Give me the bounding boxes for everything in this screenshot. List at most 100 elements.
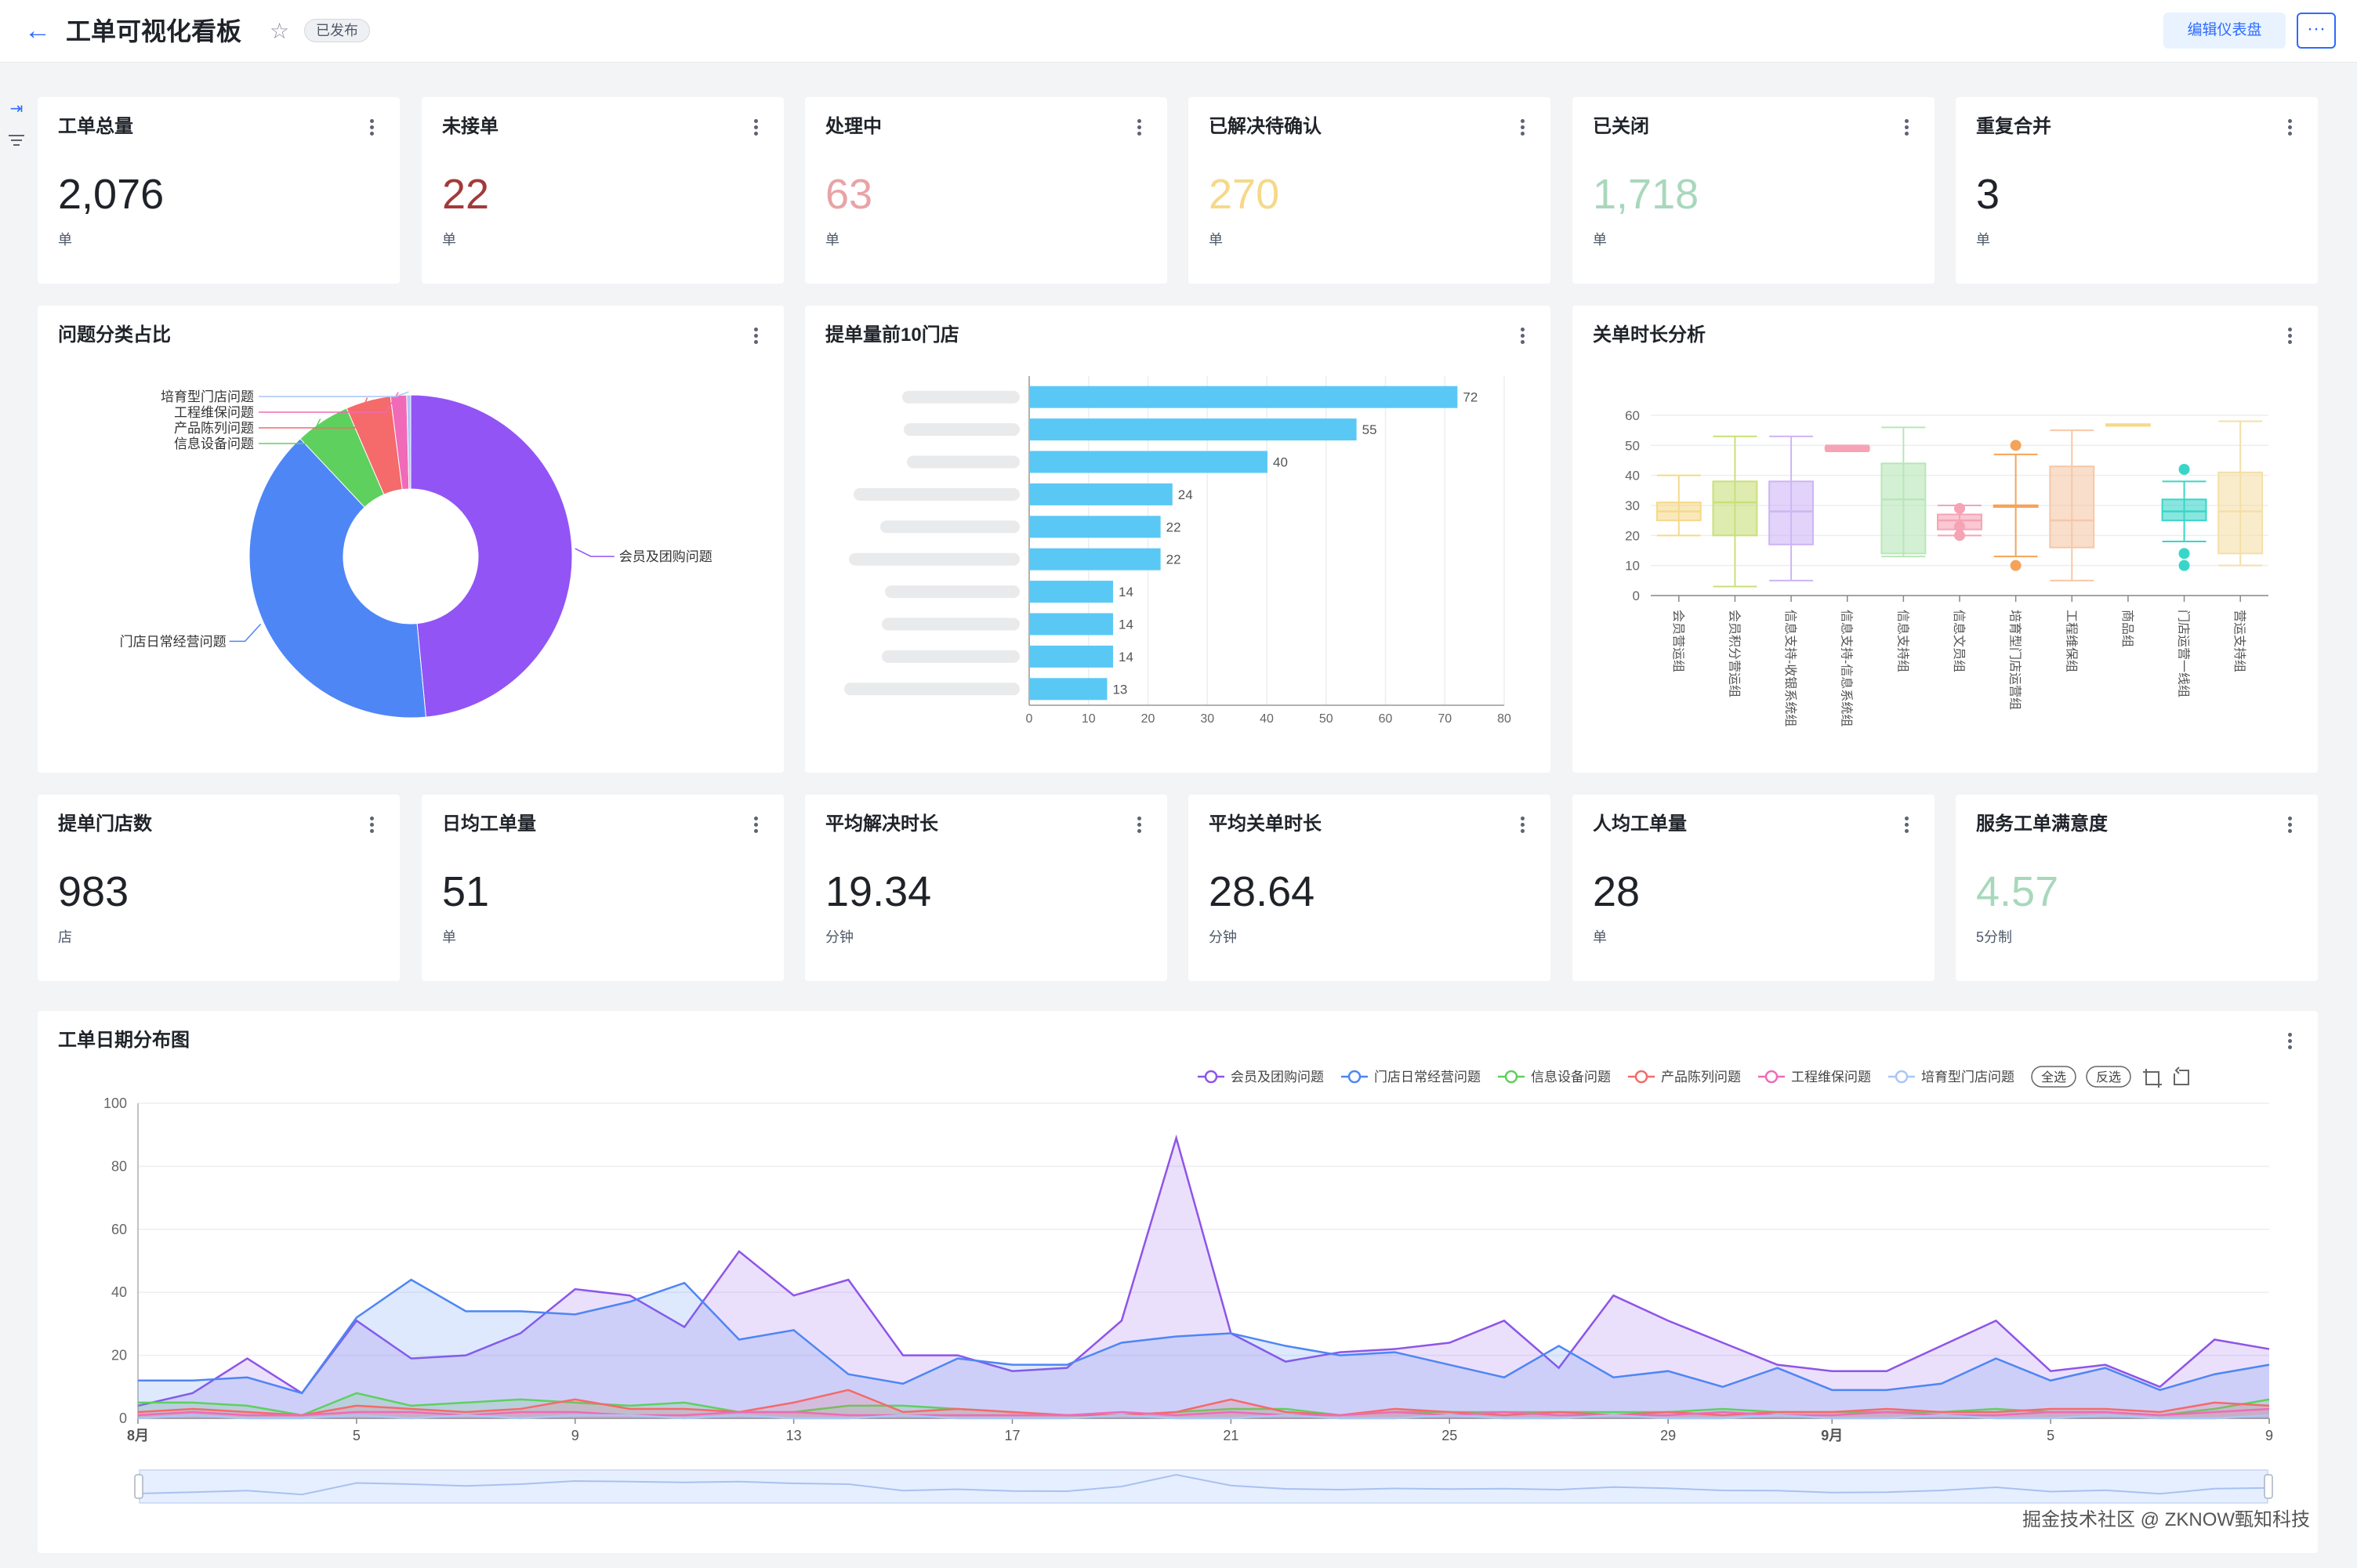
bar-x-tick: 0 (1026, 712, 1033, 726)
card-menu-icon[interactable] (2283, 815, 2296, 835)
bar-value-label: 14 (1119, 617, 1133, 632)
pie-label: 产品陈列问题 (174, 421, 254, 436)
kpi-title: 已关闭 (1593, 116, 1649, 137)
zoom-icon[interactable] (2143, 1069, 2162, 1088)
pie-label-line (259, 392, 399, 413)
restore-icon[interactable] (2174, 1066, 2189, 1085)
line-x-tick: 5 (353, 1428, 361, 1443)
card-menu-icon[interactable] (365, 815, 378, 835)
bar-category-blurred (882, 617, 1020, 631)
bar-x-tick: 60 (1379, 712, 1393, 726)
card-menu-icon[interactable] (1516, 815, 1528, 835)
bar (1030, 581, 1114, 603)
watermark: 掘金技术社区 @ ZKNOW甄知科技 (2022, 1509, 2311, 1530)
pie-label: 信息设备问题 (174, 436, 254, 451)
card-menu-icon[interactable] (749, 326, 762, 346)
box-y-tick: 10 (1625, 559, 1640, 574)
line-y-tick: 20 (111, 1348, 127, 1363)
kpi-title: 提单门店数 (58, 813, 152, 835)
invert-selection-button[interactable] (2086, 1066, 2131, 1088)
box-y-tick: 50 (1625, 438, 1640, 453)
zoom-handle-right[interactable] (2264, 1474, 2273, 1499)
box-x-tick: 会员积分营运组 (1727, 610, 1741, 697)
select-all-button[interactable] (2031, 1066, 2076, 1088)
bar-category-blurred (907, 455, 1020, 469)
card-menu-icon[interactable] (1900, 815, 1913, 835)
edit-dashboard-button[interactable]: 编辑仪表盘 (2163, 13, 2286, 49)
kpi-card-unaccepted: 未接单 22 单 (422, 97, 784, 284)
card-menu-icon[interactable] (749, 815, 762, 835)
zoom-handle-left[interactable] (134, 1474, 143, 1499)
kpi-card-merged: 重复合并 3 单 (1956, 97, 2318, 284)
kpi-unit: 单 (1593, 232, 1607, 248)
bar-chart: 0 10 20 30 40 50 60 70 80 72 55 40 24 22 22 14 14 14 13 (844, 376, 1511, 726)
card-menu-icon[interactable] (2283, 1031, 2296, 1052)
bar-category-blurred (844, 683, 1020, 696)
box-y-tick: 0 (1633, 588, 1640, 603)
bar (1030, 516, 1161, 538)
card-menu-icon[interactable] (2283, 326, 2296, 346)
kpi-unit: 单 (1209, 232, 1223, 248)
card-menu-icon[interactable] (365, 118, 378, 138)
kpi-value: 983 (58, 868, 129, 915)
bar-category-blurred (882, 650, 1020, 663)
page-title: 工单可视化看板 (66, 17, 242, 45)
bar (1030, 548, 1161, 570)
bar-value-label: 22 (1166, 520, 1181, 534)
legend-item[interactable]: 工程维保问题 (1791, 1070, 1871, 1085)
box-y-tick: 20 (1625, 528, 1640, 543)
card-menu-icon[interactable] (749, 118, 762, 138)
line-chart-card: 工单日期分布图 0 20 40 60 80 100 8月 5 9 13 17 21 25 29 9月 5 9 会员… (38, 1011, 2318, 1553)
line-x-tick: 13 (786, 1428, 802, 1443)
card-menu-icon[interactable] (1900, 118, 1913, 138)
bar-chart-card: 提单量前10门店 0 10 20 30 40 50 60 70 80 72 55 40 24 22 22 14… (805, 306, 1550, 773)
box-outlier (2178, 464, 2190, 475)
card-menu-icon[interactable] (1516, 326, 1528, 346)
pie-label: 门店日常经营问题 (120, 634, 227, 649)
bar-category-blurred (904, 423, 1020, 436)
bar-category-blurred (880, 520, 1020, 534)
legend-item[interactable]: 培育型门店问题 (1921, 1070, 2014, 1085)
box-x-tick: 信息文员组 (1952, 610, 1966, 672)
card-menu-icon[interactable] (1133, 815, 1145, 835)
box-body (2049, 465, 2095, 549)
kpi-unit: 单 (1976, 232, 1990, 248)
legend-marker (1204, 1070, 1218, 1084)
box-outlier (2010, 559, 2022, 571)
box-body (2161, 498, 2207, 522)
card-menu-icon[interactable] (2283, 118, 2296, 138)
line-x-tick: 17 (1004, 1428, 1020, 1443)
favorite-star-icon[interactable]: ☆ (270, 19, 290, 43)
bar (1030, 386, 1458, 408)
box-outlier (2178, 559, 2190, 571)
area-fill (138, 1280, 2269, 1418)
box-body (2217, 471, 2264, 555)
filter-icon[interactable] (6, 130, 27, 150)
pie-label: 培育型门店问题 (161, 389, 254, 404)
line-y-tick: 60 (111, 1222, 127, 1237)
legend-item[interactable]: 门店日常经营问题 (1374, 1070, 1481, 1085)
kpi-title: 日均工单量 (442, 813, 536, 835)
series-line (137, 1407, 2270, 1417)
legend-item[interactable]: 信息设备问题 (1531, 1070, 1611, 1085)
legend-item[interactable]: 产品陈列问题 (1661, 1070, 1741, 1085)
card-menu-icon[interactable] (1133, 118, 1145, 138)
back-arrow-icon[interactable]: ← (24, 16, 51, 45)
bar-value-label: 14 (1119, 650, 1133, 664)
card-menu-icon[interactable] (1516, 118, 1528, 138)
series-line (137, 1414, 2270, 1420)
more-options-button[interactable]: ··· (2297, 13, 2336, 49)
legend-item[interactable]: 会员及团购问题 (1231, 1070, 1324, 1085)
line-x-tick: 9月 (1821, 1428, 1843, 1443)
data-zoom-slider[interactable] (139, 1469, 2268, 1504)
box-x-tick: 信息支持-信息系统组 (1840, 610, 1854, 726)
kpi-unit: 单 (58, 232, 72, 248)
kpi-unit: 分钟 (825, 929, 854, 945)
bar (1030, 418, 1357, 441)
kpi-unit: 单 (1593, 929, 1607, 945)
kpi-unit: 单 (442, 232, 456, 248)
kpi-title: 重复合并 (1976, 116, 2051, 137)
expand-panel-icon[interactable]: ⇥ (9, 100, 24, 118)
bar-x-tick: 40 (1260, 712, 1274, 726)
box-x-tick: 门店运营一线组 (2177, 610, 2191, 697)
